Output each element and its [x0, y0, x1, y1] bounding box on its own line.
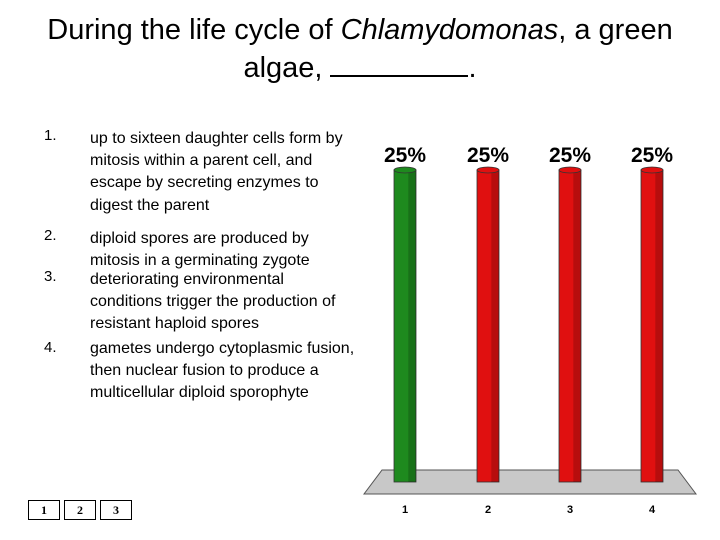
keypad-key-3[interactable]: 3: [100, 500, 132, 520]
answer-1-number: 1.: [44, 127, 57, 144]
answer-1-text: up to sixteen daughter cells form by mit…: [90, 130, 343, 214]
keypad-key-1[interactable]: 1: [28, 500, 60, 520]
data-label-1: 25%: [384, 144, 426, 167]
response-keypad: 1 2 3: [28, 500, 136, 520]
answer-4-number: 4.: [44, 339, 57, 356]
bar-cap-4: [640, 166, 664, 174]
question-italic: Chlamydomonas: [340, 14, 559, 46]
data-label-2: 25%: [467, 144, 509, 167]
answer-3-number: 3.: [44, 268, 57, 285]
answer-2-number: 2.: [44, 227, 57, 244]
category-label-1: 1: [402, 504, 408, 516]
data-label-4: 25%: [631, 144, 673, 167]
question-title: During the life cycle of Chlamydomonas, …: [20, 12, 700, 87]
bar-cap-3: [558, 166, 582, 174]
question-prefix: During the life cycle of: [47, 14, 341, 46]
answer-3-text: deteriorating environmental conditions t…: [90, 271, 336, 333]
bar-shade-3: [573, 170, 581, 482]
bar-cap-1: [393, 166, 417, 174]
data-label-3: 25%: [549, 144, 591, 167]
bar-cap-2: [476, 166, 500, 174]
category-label-4: 4: [649, 504, 656, 516]
question-end: .: [468, 52, 477, 84]
question-suffix: , a green algae,: [243, 14, 673, 84]
category-label-3: 3: [567, 504, 573, 516]
answer-2-text: diploid spores are produced by mitosis i…: [90, 230, 310, 270]
category-label-2: 2: [485, 504, 491, 516]
bar-shade-4: [655, 170, 663, 482]
answer-4-text: gametes undergo cytoplasmic fusion, then…: [90, 340, 355, 402]
bar-shade-1: [408, 170, 416, 482]
bar-shade-2: [491, 170, 499, 482]
keypad-key-2[interactable]: 2: [64, 500, 96, 520]
answer-blank: [330, 49, 469, 77]
